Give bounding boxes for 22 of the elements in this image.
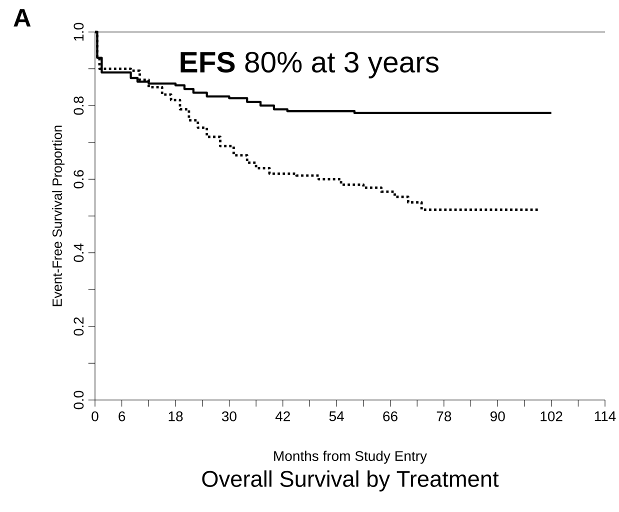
annotation: EFS 80% at 3 years bbox=[180, 52, 439, 78]
x-tick-label: 114 bbox=[594, 411, 616, 422]
y-tick-label: 0.6 bbox=[74, 170, 84, 188]
x-tick-label: 102 bbox=[540, 411, 562, 422]
x-tick-label: 42 bbox=[275, 411, 290, 422]
y-tick-label: 0.2 bbox=[74, 317, 84, 336]
y-tick-label: 0.8 bbox=[74, 96, 84, 115]
x-tick-label: 0 bbox=[92, 411, 98, 422]
text: Overall Survival by Treatment bbox=[202, 470, 499, 492]
x-tick-label: 6 bbox=[118, 411, 126, 422]
text: A bbox=[14, 9, 31, 27]
x-tick-label: 18 bbox=[168, 411, 183, 422]
x-tick-label: 78 bbox=[436, 411, 452, 422]
x-axis-title: Months from Study Entry bbox=[274, 450, 427, 464]
y-axis-title: Event-Free Survival Proportion bbox=[52, 126, 65, 306]
x-tick-label: 30 bbox=[222, 411, 236, 422]
y-tick-label: 0.4 bbox=[74, 243, 84, 262]
x-tick-label: 66 bbox=[383, 411, 398, 422]
y-tick-label: 0.0 bbox=[74, 390, 84, 410]
x-tick-label: 90 bbox=[490, 411, 505, 422]
y-tick-label: 1.0 bbox=[74, 22, 84, 41]
x-tick-label: 54 bbox=[329, 411, 344, 422]
